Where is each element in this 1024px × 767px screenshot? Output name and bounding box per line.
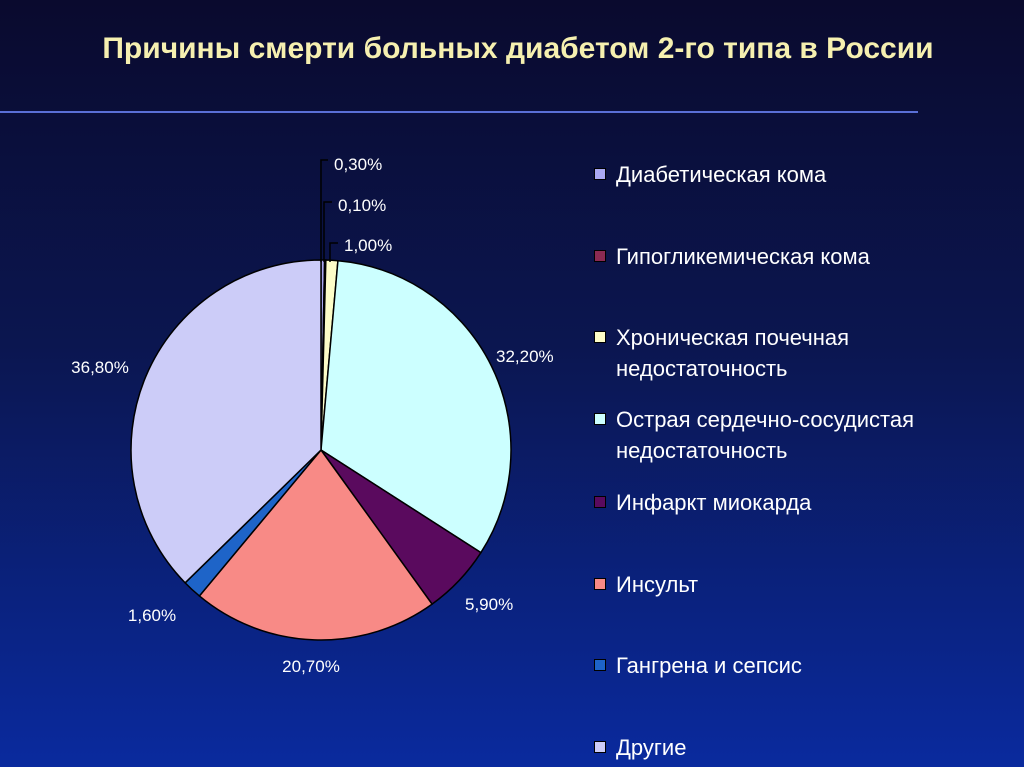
legend-swatch — [594, 331, 606, 343]
legend-label: Гангрена и сепсис — [616, 653, 802, 678]
slice-data-label: 5,90% — [465, 595, 513, 614]
pie-slice — [198, 448, 434, 641]
legend-swatch — [594, 659, 606, 671]
legend-swatch — [594, 496, 606, 508]
legend-label: Инсульт — [616, 572, 699, 597]
legend-label: Острая сердечно-сосудистая недостаточнос… — [616, 407, 915, 463]
legend-swatch — [594, 578, 606, 590]
legend-label: Гипогликемическая кома — [616, 244, 870, 269]
slice-data-label: 0,10% — [338, 196, 386, 215]
slide-title: Причины смерти больных диабетом 2-го тип… — [102, 32, 934, 65]
legend-label: Диабетическая кома — [616, 162, 827, 187]
leader-line — [329, 242, 338, 262]
leader-line — [320, 159, 328, 262]
legend-swatch — [594, 413, 606, 425]
title-divider — [0, 111, 918, 113]
pie-slice — [130, 259, 322, 584]
slice-data-label: 1,60% — [128, 606, 176, 625]
legend-label: Другие — [616, 735, 687, 760]
legend-label: Хроническая почечная недостаточность — [616, 325, 850, 381]
chart-legend: Диабетическая кома Гипогликемическая кома… — [594, 0, 1014, 767]
legend-swatch — [594, 741, 606, 753]
legend-swatch — [594, 168, 606, 180]
slice-data-label: 1,00% — [344, 236, 392, 255]
slice-data-label: 20,70% — [282, 657, 340, 676]
slice-data-label: 0,30% — [334, 155, 382, 174]
leader-line — [323, 201, 332, 262]
legend-label: Инфаркт миокарда — [616, 490, 812, 515]
slice-data-label: 32,20% — [496, 347, 554, 366]
legend-swatch — [594, 250, 606, 262]
slice-data-label: 36,80% — [71, 358, 129, 377]
